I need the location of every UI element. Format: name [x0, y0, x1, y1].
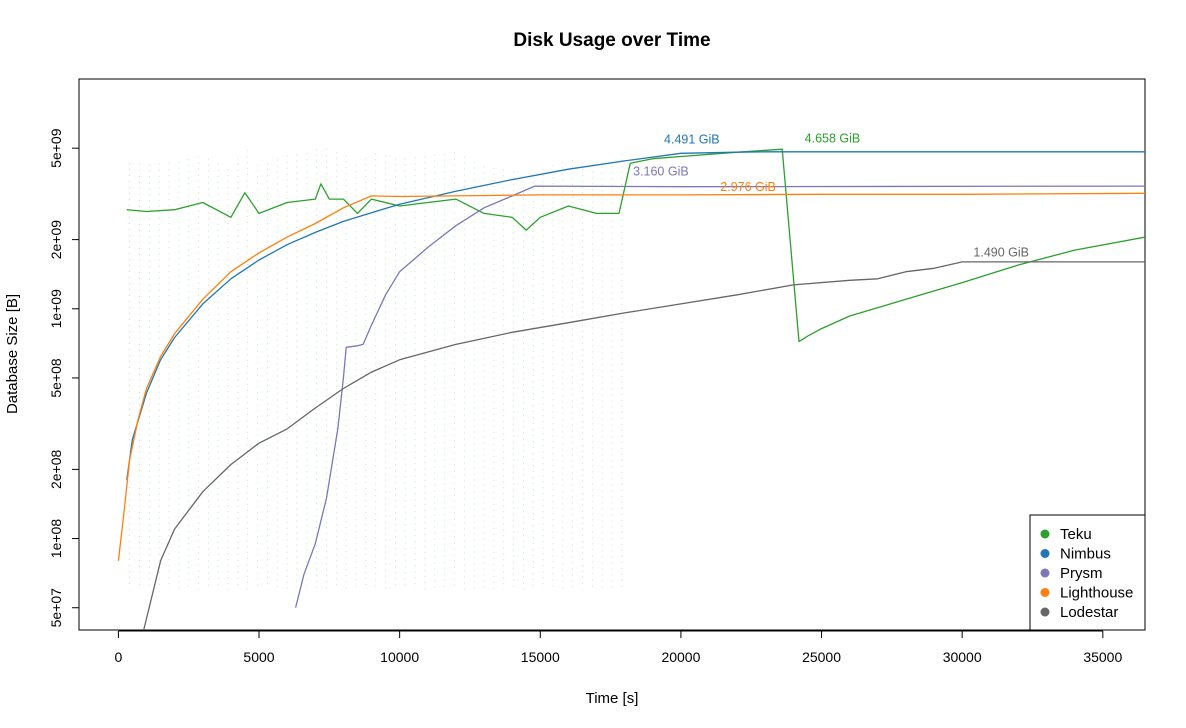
y-tick-label: 5e+09	[48, 128, 64, 168]
y-tick-label: 2e+08	[48, 450, 64, 490]
annotation-lighthouse: 2.976 GiB	[720, 180, 776, 194]
legend-marker-prysm	[1040, 568, 1050, 578]
x-axis-label: Time [s]	[586, 690, 639, 707]
series-line-prysm	[294, 185, 1146, 608]
legend-marker-lodestar	[1040, 607, 1050, 617]
x-tick-label: 10000	[380, 649, 419, 665]
chart-title: Disk Usage over Time	[513, 30, 710, 51]
x-tick-label: 20000	[661, 649, 700, 665]
x-axis: 0 5000 10000 15000 20000 25000 30000 35000	[114, 630, 1122, 665]
legend-label-nimbus: Nimbus	[1060, 546, 1111, 563]
legend-marker-nimbus	[1040, 549, 1050, 558]
y-axis: 5e+07 1e+08 2e+08 5e+08 1e+09 2e+09 5e+09	[48, 128, 80, 628]
x-tick-label: 35000	[1083, 649, 1122, 665]
legend-label-prysm: Prysm	[1060, 565, 1103, 582]
legend-label-teku: Teku	[1060, 526, 1092, 543]
annotation-layer: 4.491 GiB 4.658 GiB 3.160 GiB 2.976 GiB 1.49…	[633, 131, 1029, 259]
series-layer	[117, 148, 1146, 631]
x-tick-label: 0	[114, 649, 122, 665]
x-tick-label: 30000	[943, 649, 982, 665]
legend-label-lodestar: Lodestar	[1060, 604, 1118, 621]
legend-marker-teku	[1040, 529, 1050, 539]
annotation-prysm: 3.160 GiB	[633, 165, 689, 179]
y-tick-label: 1e+08	[48, 519, 64, 559]
teku-trace-layer	[129, 149, 623, 590]
series-line-lodestar	[143, 261, 1145, 631]
legend: Teku Nimbus Prysm Lighthouse Lodestar	[1029, 514, 1146, 631]
y-tick-label: 2e+09	[48, 220, 64, 260]
y-axis-label: Database Size [B]	[4, 294, 21, 414]
y-tick-label: 1e+09	[48, 289, 64, 329]
y-tick-label: 5e+07	[48, 588, 64, 628]
x-tick-label: 15000	[521, 649, 560, 665]
x-tick-label: 25000	[802, 649, 841, 665]
plot-area	[78, 78, 1146, 631]
series-line-nimbus	[126, 151, 1145, 480]
series-line-teku	[126, 148, 1146, 343]
annotation-nimbus: 4.491 GiB	[664, 132, 720, 146]
legend-marker-lighthouse	[1040, 588, 1050, 597]
series-line-lighthouse	[117, 192, 1146, 561]
x-tick-label: 5000	[243, 649, 274, 665]
annotation-teku: 4.658 GiB	[805, 131, 861, 145]
y-tick-label: 5e+08	[48, 358, 64, 398]
annotation-lodestar: 1.490 GiB	[973, 245, 1029, 259]
legend-label-lighthouse: Lighthouse	[1060, 585, 1133, 602]
